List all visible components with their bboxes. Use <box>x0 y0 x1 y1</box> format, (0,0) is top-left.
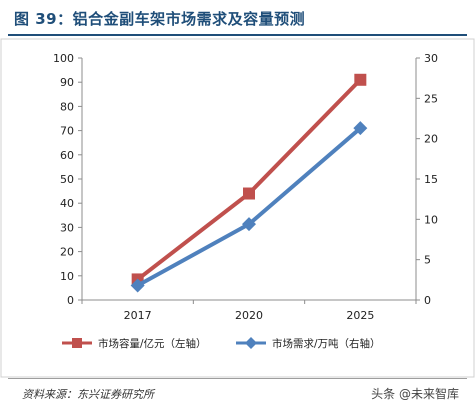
left-axis-tick-label: 0 <box>67 294 74 307</box>
watermark: 头条 @未来智库 <box>371 387 459 401</box>
right-axis-tick-label: 30 <box>424 52 438 65</box>
right-axis-tick-label: 15 <box>424 173 438 186</box>
left-axis-tick-label: 100 <box>53 52 74 65</box>
title-divider <box>8 34 467 36</box>
source-note: 资料来源：东兴证券研究所 <box>22 388 154 401</box>
left-axis-tick-label: 10 <box>60 270 74 283</box>
left-axis-tick-label: 60 <box>60 149 74 162</box>
source-divider <box>8 378 467 379</box>
left-axis-tick-label: 80 <box>60 100 74 113</box>
legend: 市场容量/亿元（左轴） 市场需求/万吨（右轴） <box>62 337 381 350</box>
series-1-point <box>354 73 367 86</box>
series-layer <box>130 73 368 293</box>
right-axis-tick-label: 25 <box>424 92 438 105</box>
left-axis-tick-label: 20 <box>60 246 74 259</box>
left-axis-tick-label: 50 <box>60 173 74 186</box>
series-line-1 <box>136 78 362 282</box>
right-axis-tick-label: 20 <box>424 133 438 146</box>
legend-label-2: 市场需求/万吨（右轴） <box>272 337 381 350</box>
left-axis-tick-label: 30 <box>60 221 74 234</box>
x-axis-tick-label: 2020 <box>235 309 263 322</box>
figure-title: 图 39：铝合金副车架市场需求及容量预测 <box>14 10 306 28</box>
x-axis-tick-label: 2017 <box>124 309 152 322</box>
left-axis-tick-label: 90 <box>60 76 74 89</box>
series-2-point <box>353 121 368 136</box>
right-axis-tick-label: 10 <box>424 213 438 226</box>
series-1-point <box>243 187 255 200</box>
right-axis-tick-label: 0 <box>424 294 431 307</box>
series-2-point <box>242 217 256 232</box>
legend-label-1: 市场容量/亿元（左轴） <box>98 337 207 350</box>
right-axis-tick-label: 5 <box>424 254 431 267</box>
left-axis-tick-label: 40 <box>60 197 74 210</box>
left-axis-tick-label: 70 <box>60 125 74 138</box>
x-axis-tick-label: 2025 <box>346 309 374 322</box>
series-line-2 <box>136 126 362 288</box>
legend-marker-1 <box>72 338 82 348</box>
series-2-point <box>130 278 145 293</box>
legend-marker-2 <box>245 337 257 349</box>
chart-frame <box>0 38 475 378</box>
